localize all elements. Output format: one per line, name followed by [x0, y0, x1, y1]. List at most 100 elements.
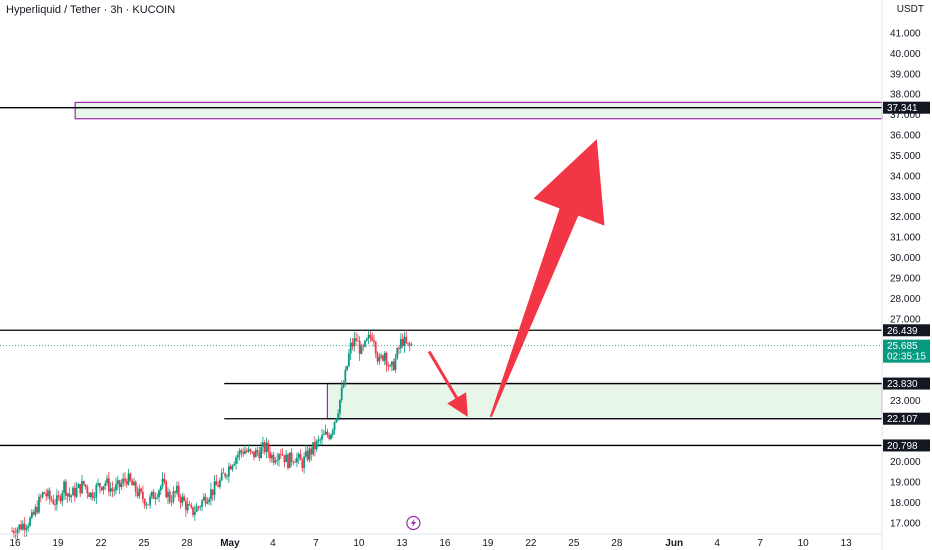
candle-body — [41, 492, 44, 498]
candle-body — [66, 493, 69, 496]
candle-body — [249, 449, 252, 452]
candle-body — [263, 442, 266, 452]
candle-body — [339, 399, 341, 414]
candle-body — [355, 338, 357, 341]
candle-body — [208, 499, 211, 503]
candle-body — [45, 493, 48, 497]
candle-body — [340, 387, 343, 400]
candle-body — [204, 496, 207, 504]
price-tick-label: 30.000 — [890, 253, 921, 264]
time-tick-label: Jun — [665, 538, 683, 549]
price-tick-label: 32.000 — [890, 212, 921, 223]
candle-body — [39, 496, 42, 498]
candle-body — [197, 506, 200, 508]
candle-body — [256, 449, 259, 453]
candle-body — [47, 490, 49, 497]
symbol-title[interactable]: Hyperliquid / Tether · 3h · KUCOIN — [6, 4, 176, 16]
candle-body — [138, 488, 141, 497]
candle-body — [82, 481, 85, 485]
candle-body — [193, 511, 196, 515]
candle-body — [77, 484, 80, 489]
candle-body — [167, 491, 169, 498]
price-tick-label: 29.000 — [890, 273, 921, 284]
candle-body — [224, 473, 227, 477]
candle-body — [202, 496, 205, 501]
candle-body — [124, 478, 126, 481]
candle-body — [374, 342, 377, 354]
candle-body — [186, 504, 189, 511]
price-axis[interactable]: 17.000 18.000 19.000 20.000 23.000 27.000 28.0… — [881, 0, 921, 550]
candle-body — [394, 358, 397, 371]
price-tick-label: 31.000 — [890, 233, 921, 244]
candle-body — [38, 496, 40, 513]
time-tick-label: 19 — [482, 538, 494, 549]
candle-body — [328, 435, 331, 439]
candle-body — [125, 480, 128, 485]
candle-body — [371, 337, 374, 341]
candle-body — [147, 504, 150, 506]
candle-body — [163, 478, 166, 482]
price-tick-label: 20.000 — [890, 457, 921, 468]
candle-body — [251, 451, 254, 453]
price-tick-label: 18.000 — [890, 498, 921, 509]
candle-body — [288, 452, 291, 469]
candle-body — [188, 504, 191, 506]
candle-body — [274, 460, 277, 463]
level-price-label: 23.830 — [887, 379, 918, 390]
time-axis[interactable]: 16 19 22 25 28 May 4 7 10 13 16 19 22 25 28 Jun 4 7 10 13 — [0, 533, 882, 549]
candle-body — [306, 450, 309, 460]
candle-body — [170, 501, 173, 503]
candle-body — [48, 490, 51, 499]
candle-body — [410, 344, 413, 346]
candle-body — [304, 450, 307, 457]
candle-body — [315, 440, 318, 450]
candle-body — [269, 452, 271, 459]
candle-body — [190, 505, 193, 508]
candle-body — [253, 451, 255, 458]
candle-body — [29, 517, 31, 526]
time-tick-label: 22 — [525, 538, 537, 549]
candle-body — [405, 336, 408, 343]
candle-body — [362, 345, 365, 347]
demand-zone — [74, 101, 883, 120]
candle-body — [179, 497, 182, 503]
candle-body — [276, 459, 279, 461]
current-price-box — [883, 339, 930, 363]
price-tick-label: 35.000 — [890, 151, 921, 162]
down-arrow-head — [447, 392, 468, 417]
time-tick-label: 28 — [181, 538, 193, 549]
candle-body — [90, 492, 92, 498]
candle-body — [161, 478, 164, 487]
candle-body — [383, 352, 386, 361]
candle-body — [18, 524, 21, 530]
candle-body — [382, 355, 384, 361]
candle-body — [258, 452, 261, 459]
time-tick-label: 13 — [396, 538, 408, 549]
price-tick-label: 40.000 — [890, 49, 921, 60]
time-tick-label: 25 — [138, 538, 150, 549]
candle-body — [68, 493, 71, 498]
candle-body — [143, 499, 146, 506]
candle-body — [222, 472, 225, 474]
candle-body — [199, 506, 202, 508]
candle-body — [107, 478, 110, 492]
candle-body — [308, 448, 311, 460]
candle-body — [358, 340, 361, 354]
candle-body — [158, 490, 160, 498]
price-tick-label: 34.000 — [890, 171, 921, 182]
candle-body — [313, 442, 316, 450]
lightning-icon[interactable] — [406, 515, 421, 531]
candle-body — [353, 338, 356, 347]
candle-body — [172, 491, 175, 502]
candle-body — [21, 523, 24, 530]
candle-body — [134, 481, 137, 492]
candle-body — [100, 487, 103, 491]
candle-body — [403, 336, 406, 347]
candle-body — [376, 353, 379, 362]
candle-body — [373, 340, 375, 343]
candle-body — [20, 524, 22, 530]
price-tick-label: 39.000 — [890, 69, 921, 80]
candle-body — [36, 506, 39, 513]
candle-body — [226, 476, 228, 478]
